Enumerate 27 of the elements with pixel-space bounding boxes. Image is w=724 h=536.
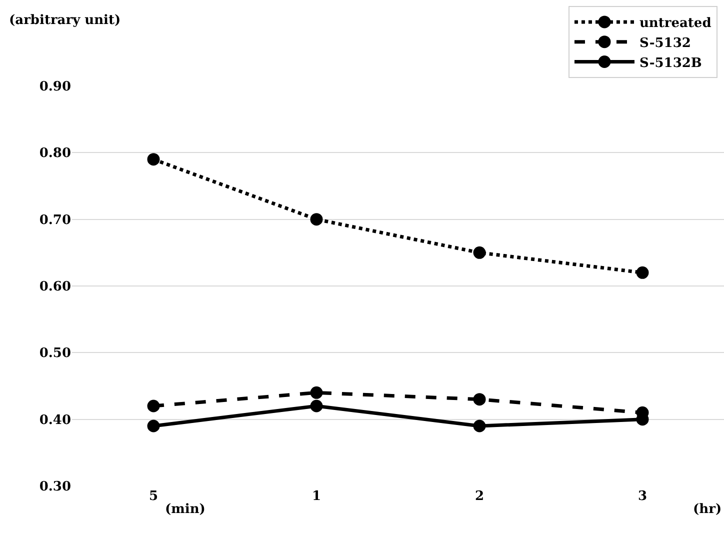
point <box>636 266 649 279</box>
y-tick-label: 0.80 <box>39 146 71 162</box>
legend-label: untreated <box>639 16 712 32</box>
point <box>310 386 323 399</box>
point <box>310 400 323 412</box>
legend-label: S-5132 <box>639 36 691 51</box>
y-tick-label: 0.60 <box>39 280 71 295</box>
point <box>147 420 160 432</box>
y-tick-label: 0.90 <box>39 80 71 95</box>
x-tick-label: 5 <box>148 489 158 504</box>
y-tick-label: 0.40 <box>39 412 71 428</box>
point <box>473 393 486 406</box>
text: (hr) <box>693 502 722 517</box>
point <box>473 420 486 432</box>
x-tick-label: 3 <box>638 489 648 504</box>
point <box>147 153 160 166</box>
y-tick-label: 0.70 <box>39 212 71 228</box>
point <box>310 213 323 226</box>
y-axis-title: (arbitrary unit) <box>9 13 121 28</box>
y-tick-label: 0.50 <box>39 346 71 362</box>
x-tick-label: 2 <box>474 489 484 504</box>
point <box>147 400 160 412</box>
text: (min) <box>165 502 206 517</box>
point <box>473 246 486 259</box>
x-tick-label: 1 <box>312 489 322 504</box>
legend-label: S-5132B <box>639 56 702 71</box>
y-tick-label: 0.30 <box>39 480 71 495</box>
